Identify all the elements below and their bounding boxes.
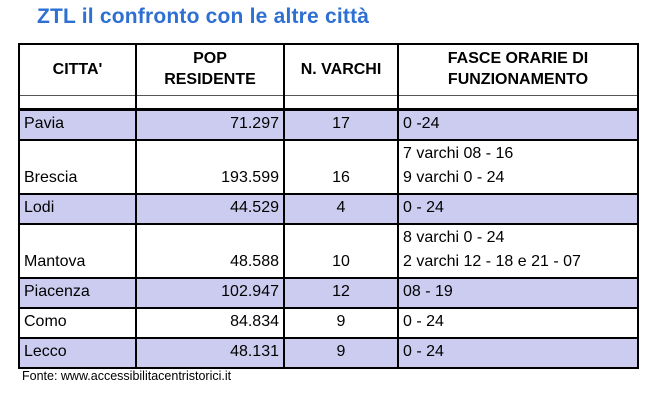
varchi-cell: 10 [283,223,399,279]
varchi-cell: 16 [283,139,399,195]
table-row-brescia: Brescia 193.599 16 7 varchi 08 - 16 9 va… [18,139,639,195]
source-citation: Fonte: www.accessibilitacentristorici.it [22,369,232,383]
varchi-cell: 4 [283,193,399,225]
table-row-como: Como 84.834 9 0 - 24 [18,307,639,339]
city-cell: Brescia [18,139,137,195]
pop-cell: 102.947 [135,277,285,309]
column-header-pop: POP RESIDENTE [135,43,285,96]
fasce-cell: 7 varchi 08 - 16 9 varchi 0 - 24 [397,139,639,195]
spacer-cell [18,95,137,111]
pop-cell: 84.834 [135,307,285,339]
column-header-citta: CITTA' [18,43,137,96]
varchi-cell: 17 [283,108,399,141]
pop-cell: 193.599 [135,139,285,195]
city-cell: Lodi [18,193,137,225]
city-cell: Pavia [18,108,137,141]
spacer-row [18,95,639,111]
pop-cell: 44.529 [135,193,285,225]
header-row: CITTA' POP RESIDENTE N. VARCHI FASCE ORA… [18,43,639,96]
fasce-cell: 0 -24 [397,108,639,141]
spacer-cell [283,95,399,111]
table-row-mantova: Mantova 48.588 10 8 varchi 0 - 24 2 varc… [18,223,639,279]
column-header-fasce: FASCE ORARIE DI FUNZIONAMENTO [397,43,639,96]
varchi-cell: 9 [283,337,399,369]
fasce-cell: 0 - 24 [397,193,639,225]
spacer-cell [397,95,639,111]
city-cell: Lecco [18,337,137,369]
table-row-piacenza: Piacenza 102.947 12 08 - 19 [18,277,639,309]
spacer-cell [135,95,285,111]
fasce-cell: 08 - 19 [397,277,639,309]
city-cell: Mantova [18,223,137,279]
city-cell: Como [18,307,137,339]
pop-cell: 48.588 [135,223,285,279]
page-title: ZTL il confronto con le altre città [37,5,370,28]
varchi-cell: 12 [283,277,399,309]
table-row-pavia: Pavia 71.297 17 0 -24 [18,108,639,141]
ztl-comparison-table: CITTA' POP RESIDENTE N. VARCHI FASCE ORA… [18,43,639,369]
pop-cell: 71.297 [135,108,285,141]
fasce-cell: 8 varchi 0 - 24 2 varchi 12 - 18 e 21 - … [397,223,639,279]
table-row-lecco: Lecco 48.131 9 0 - 24 [18,337,639,369]
table-row-lodi: Lodi 44.529 4 0 - 24 [18,193,639,225]
column-header-varchi: N. VARCHI [283,43,399,96]
table-header: CITTA' POP RESIDENTE N. VARCHI FASCE ORA… [18,43,639,96]
city-cell: Piacenza [18,277,137,309]
fasce-cell: 0 - 24 [397,307,639,339]
pop-cell: 48.131 [135,337,285,369]
fasce-cell: 0 - 24 [397,337,639,369]
varchi-cell: 9 [283,307,399,339]
